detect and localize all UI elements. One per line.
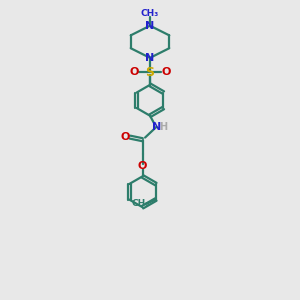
Text: N: N — [146, 53, 154, 63]
Text: O: O — [129, 68, 139, 77]
Text: N: N — [146, 21, 154, 31]
Text: O: O — [120, 132, 129, 142]
Text: O: O — [161, 68, 171, 77]
Text: S: S — [146, 66, 154, 79]
Text: H: H — [159, 122, 167, 132]
Text: CH₃: CH₃ — [141, 9, 159, 18]
Text: CH₃: CH₃ — [131, 199, 149, 208]
Text: N: N — [152, 122, 161, 132]
Text: O: O — [138, 161, 147, 171]
